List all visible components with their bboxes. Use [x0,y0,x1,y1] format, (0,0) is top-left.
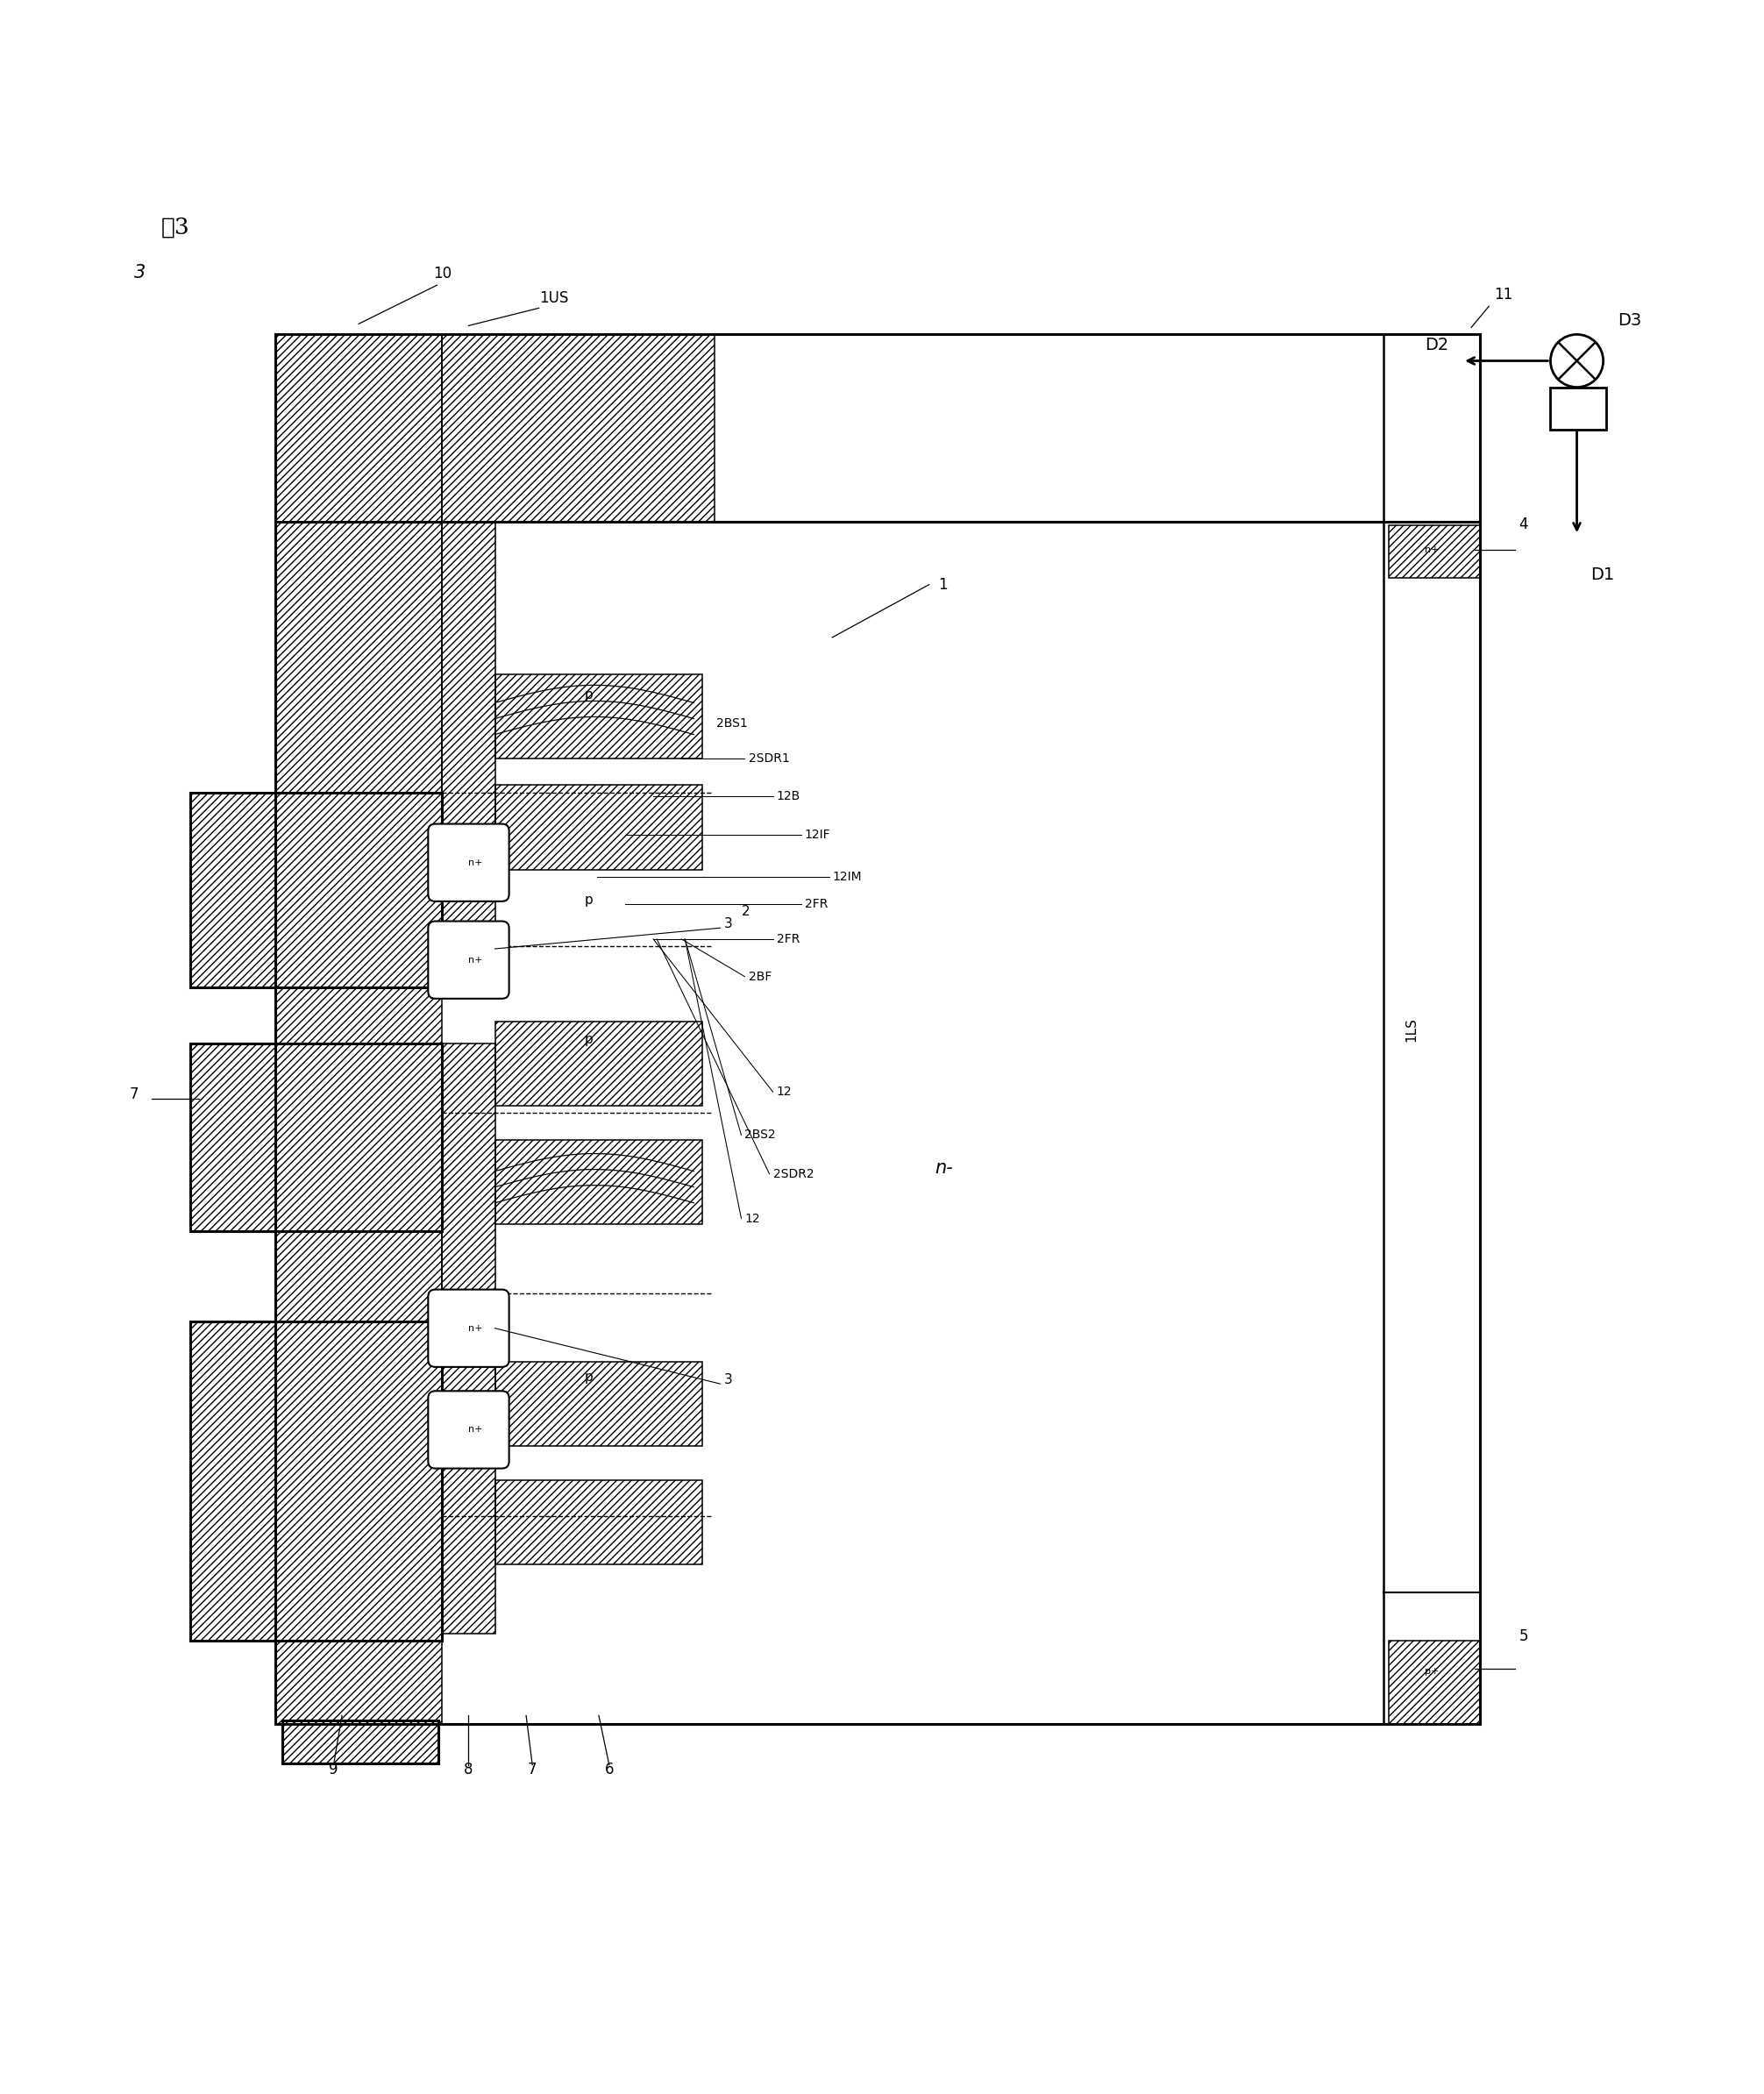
Text: 2: 2 [741,905,750,917]
Text: 2FR: 2FR [804,898,827,911]
Text: 5: 5 [1519,1629,1528,1644]
Text: 12IF: 12IF [804,829,831,842]
Text: 6: 6 [605,1761,614,1778]
Text: p: p [584,689,593,701]
Text: p: p [584,1032,593,1045]
Text: 2BF: 2BF [748,970,771,982]
Text: D2: D2 [1425,337,1448,354]
Text: 7: 7 [527,1761,536,1778]
Text: 12B: 12B [776,789,801,802]
Bar [275,335,443,1723]
Text: 4: 4 [1519,517,1528,532]
Text: 2BS1: 2BS1 [716,718,748,729]
Text: n+: n+ [467,955,483,965]
Bar [191,1043,443,1231]
Text: 1US: 1US [540,291,568,306]
FancyBboxPatch shape [429,1290,510,1367]
Bar [443,521,496,946]
Text: n+: n+ [467,1323,483,1332]
Text: 3: 3 [723,917,732,930]
Text: 12IM: 12IM [833,871,863,884]
Bar [1551,387,1605,429]
FancyBboxPatch shape [429,921,510,999]
Text: p: p [584,894,593,907]
Text: 2SDR2: 2SDR2 [773,1168,813,1181]
Text: n+: n+ [1425,547,1439,555]
Bar [443,1336,496,1633]
Bar [282,1721,439,1763]
Text: 7: 7 [131,1087,139,1101]
Bar [282,1721,439,1763]
FancyBboxPatch shape [429,823,510,900]
Bar [191,794,275,988]
Text: 9: 9 [330,1761,339,1778]
Bar [1388,1642,1480,1723]
Bar [191,1321,443,1642]
Text: n+: n+ [467,1426,483,1434]
Text: 8: 8 [464,1761,473,1778]
Text: p+: p+ [1425,1667,1439,1675]
FancyBboxPatch shape [429,1390,510,1468]
Text: 2FR: 2FR [776,934,799,944]
Text: 3: 3 [723,1374,732,1386]
Text: 図3: 図3 [161,216,189,239]
Text: 1: 1 [938,576,947,593]
Bar [191,794,443,988]
Text: n-: n- [935,1160,953,1177]
Bar [496,1022,702,1106]
Bar [443,1043,496,1294]
Text: n+: n+ [467,859,483,867]
Text: 10: 10 [434,266,452,281]
Text: 2SDR1: 2SDR1 [748,752,789,764]
Text: 11: 11 [1494,287,1514,304]
Text: 1LS: 1LS [1404,1018,1418,1041]
Bar [496,785,702,869]
Text: 12: 12 [776,1087,792,1097]
Bar [191,1043,275,1231]
Bar [496,1361,702,1447]
Bar [496,1480,702,1564]
Bar [275,335,1480,1723]
Text: D1: D1 [1591,567,1614,584]
Bar [443,335,714,521]
Text: 12: 12 [744,1212,760,1225]
Text: 3: 3 [134,264,146,281]
Text: p: p [584,1372,593,1384]
Text: D3: D3 [1618,312,1641,329]
Bar [496,674,702,758]
Text: 2BS2: 2BS2 [744,1129,776,1141]
Bar [191,1321,275,1642]
Bar [1388,526,1480,578]
Bar [496,1139,702,1225]
